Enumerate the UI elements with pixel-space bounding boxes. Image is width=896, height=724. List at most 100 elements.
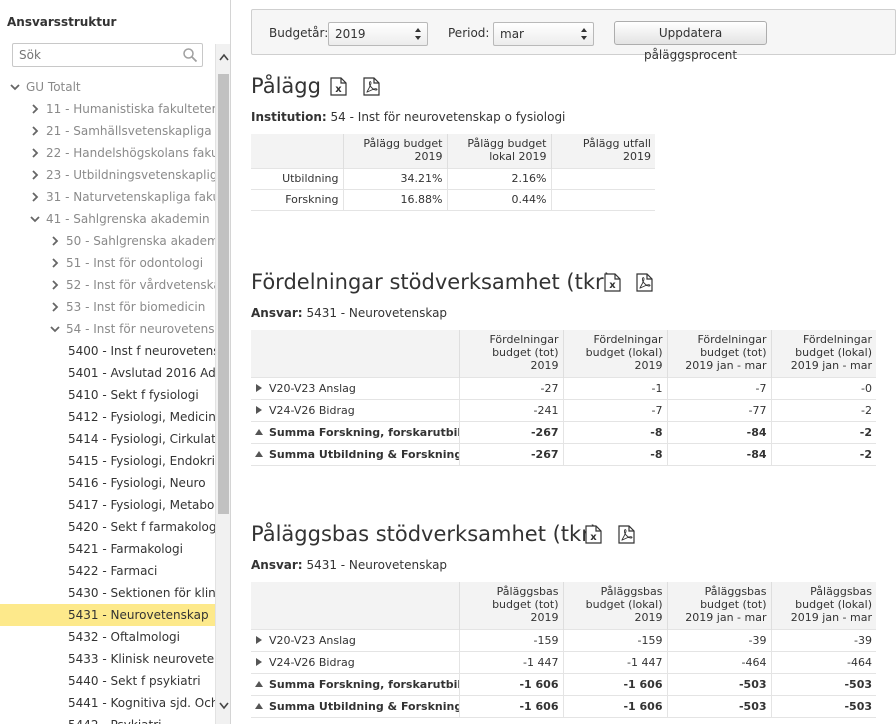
tree-node[interactable]: 5440 - Sekt f psykiatri [0, 670, 215, 692]
tree-node[interactable]: 5412 - Fysiologi, Medicin [0, 406, 215, 428]
tree-node[interactable]: 5401 - Avslutad 2016 Adm [0, 362, 215, 384]
tree-node[interactable]: 31 - Naturvetenskapliga fakulteten [0, 186, 215, 208]
tree-node[interactable]: 5420 - Sekt f farmakologi [0, 516, 215, 538]
value-cell: 2.16% [447, 167, 552, 189]
value-cell: -84 [667, 442, 772, 466]
tree-node[interactable]: 5432 - Oftalmologi [0, 626, 215, 648]
tree-node[interactable]: 53 - Inst för biomedicin [0, 296, 215, 318]
tree-node[interactable]: 5414 - Fysiologi, Cirkulation [0, 428, 215, 450]
tree-node[interactable]: 5431 - Neurovetenskap [0, 604, 215, 626]
tree-node[interactable]: 5421 - Farmakologi [0, 538, 215, 560]
summary-row[interactable]: Summa Utbildning & Forskning -1 606 -1 606… [251, 694, 876, 718]
tree-node-label: 5433 - Klinisk neurovetenskap [68, 652, 215, 666]
chevron-right-icon[interactable] [30, 148, 40, 158]
collapse-triangle-icon[interactable] [255, 702, 263, 710]
tree-node[interactable]: 5442 - Psykiatri [0, 714, 215, 724]
tree-node[interactable]: 22 - Handelshögskolans fakultet [0, 142, 215, 164]
chevron-right-icon[interactable] [30, 170, 40, 180]
tree-node[interactable]: 5430 - Sektionen för klinisk neurovetens… [0, 582, 215, 604]
value-cell: -267 [459, 442, 564, 466]
chevron-down-icon[interactable] [50, 324, 60, 334]
palaggsbas-title: Påläggsbas stödverksamhet (tkr) [251, 522, 599, 546]
summary-row[interactable]: Summa Utbildning & Forskning -267 -8 -84 -2 [251, 442, 876, 466]
expand-triangle-icon[interactable] [255, 405, 263, 414]
table-row[interactable]: V20-V23 Anslag -159 -159 -39 -39 [251, 628, 876, 651]
budget-year-select[interactable]: 2019 [328, 22, 428, 46]
tree-node-label: 5432 - Oftalmologi [68, 630, 181, 644]
row-label-cell: Summa Utbildning & Forskning [251, 694, 460, 718]
summary-row[interactable]: Summa Forskning, forskarutbildning-1 606… [251, 672, 876, 695]
tree-node-label: 5410 - Sekt f fysiologi [68, 388, 199, 402]
tree-node[interactable]: 5417 - Fysiologi, Metabolism [0, 494, 215, 516]
chevron-right-icon[interactable] [30, 126, 40, 136]
pdf-export-icon[interactable] [618, 525, 635, 544]
summary-row[interactable]: Summa Forskning, forskarutbildning-267-8… [251, 420, 876, 443]
tree-node[interactable]: 5410 - Sekt f fysiologi [0, 384, 215, 406]
tree-node[interactable]: 21 - Samhällsvetenskapliga fakulteten [0, 120, 215, 142]
value-cell: -464 [667, 650, 772, 673]
tree-node[interactable]: GU Totalt [0, 76, 215, 98]
tree-node[interactable]: 54 - Inst för neurovetenskap o fysiologi [0, 318, 215, 340]
tree-node[interactable]: 41 - Sahlgrenska akademin [0, 208, 215, 230]
expand-triangle-icon[interactable] [255, 635, 263, 644]
table-row[interactable]: V24-V26 Bidrag -1 447 -1 447 -464 -464 [251, 650, 876, 673]
excel-export-icon[interactable]: x [585, 525, 602, 544]
tree-node[interactable]: 5441 - Kognitiva sjd. Och [0, 692, 215, 714]
collapse-triangle-icon[interactable] [255, 428, 263, 436]
tree-node-label: 41 - Sahlgrenska akademin [46, 212, 210, 226]
tree-node-label: 52 - Inst för vårdvetenskap och hälsa [66, 278, 215, 292]
value-cell: -2 [771, 420, 876, 443]
tree-node[interactable]: 5422 - Farmaci [0, 560, 215, 582]
pdf-export-icon[interactable] [363, 77, 380, 96]
chevron-right-icon[interactable] [50, 302, 60, 312]
excel-export-icon[interactable]: x [330, 77, 347, 96]
column-header: Pålägg budget 2019 [343, 134, 448, 168]
chevron-right-icon[interactable] [30, 104, 40, 114]
chevron-right-icon[interactable] [30, 192, 40, 202]
value-cell: -503 [667, 672, 772, 695]
row-label: Summa Utbildning & Forskning [269, 447, 459, 461]
chevron-down-icon[interactable] [30, 214, 40, 224]
search-icon[interactable] [182, 47, 198, 63]
chevron-right-icon[interactable] [50, 258, 60, 268]
value-cell: -503 [667, 694, 772, 718]
tree-node[interactable]: 50 - Sahlgrenska akademin, gemensamt [0, 230, 215, 252]
tree-node[interactable]: 11 - Humanistiska fakulteten [0, 98, 215, 120]
row-label: V24-V26 Bidrag [269, 655, 355, 669]
value-cell: 0.44% [447, 188, 552, 211]
tree-node[interactable]: 52 - Inst för vårdvetenskap och hälsa [0, 274, 215, 296]
chevron-right-icon[interactable] [50, 236, 60, 246]
tree-node[interactable]: 5400 - Inst f neurovetenskap [0, 340, 215, 362]
table-row[interactable]: V24-V26 Bidrag -241 -7 -77 -2 [251, 398, 876, 421]
tree-node[interactable]: 5416 - Fysiologi, Neuro [0, 472, 215, 494]
palagg-table: Pålägg budget 2019 Pålägg budget lokal 20… [251, 134, 655, 211]
scrollbar-thumb[interactable] [218, 74, 229, 514]
expand-triangle-icon[interactable] [255, 657, 263, 666]
tree-node[interactable]: 51 - Inst för odontologi [0, 252, 215, 274]
collapse-triangle-icon[interactable] [255, 680, 263, 688]
update-percentage-button[interactable]: Uppdatera påläggsprocent [614, 21, 767, 62]
value-cell: -1 606 [563, 672, 668, 695]
tree-node-label: GU Totalt [26, 80, 81, 94]
collapse-triangle-icon[interactable] [255, 450, 263, 458]
expand-triangle-icon[interactable] [255, 383, 263, 392]
chevron-right-icon[interactable] [50, 280, 60, 290]
search-box[interactable] [12, 43, 203, 67]
scroll-up-icon[interactable] [219, 53, 229, 61]
chevron-down-icon[interactable] [10, 82, 20, 92]
tree-node-label: 5417 - Fysiologi, Metabolism [68, 498, 215, 512]
scroll-down-icon[interactable] [219, 702, 229, 710]
tree-node[interactable]: 5433 - Klinisk neurovetenskap [0, 648, 215, 670]
tree-node[interactable]: 5415 - Fysiologi, Endokrin [0, 450, 215, 472]
tree-node[interactable]: 23 - Utbildningsvetenskapliga fakulteten [0, 164, 215, 186]
value-cell: -1 606 [459, 694, 564, 718]
search-input[interactable] [19, 47, 179, 63]
pdf-export-icon[interactable] [636, 273, 653, 292]
excel-export-icon[interactable]: x [604, 273, 621, 292]
tree-node-label: 5420 - Sekt f farmakologi [68, 520, 215, 534]
period-select[interactable]: mar [493, 22, 594, 46]
column-header: Pålägg budget lokal 2019 [447, 134, 552, 168]
ansvar-value: 5431 - Neurovetenskap [306, 306, 448, 320]
table-row[interactable]: V20-V23 Anslag -27 -1 -7 -0 [251, 376, 876, 399]
tree-scrollbar[interactable] [215, 44, 230, 724]
